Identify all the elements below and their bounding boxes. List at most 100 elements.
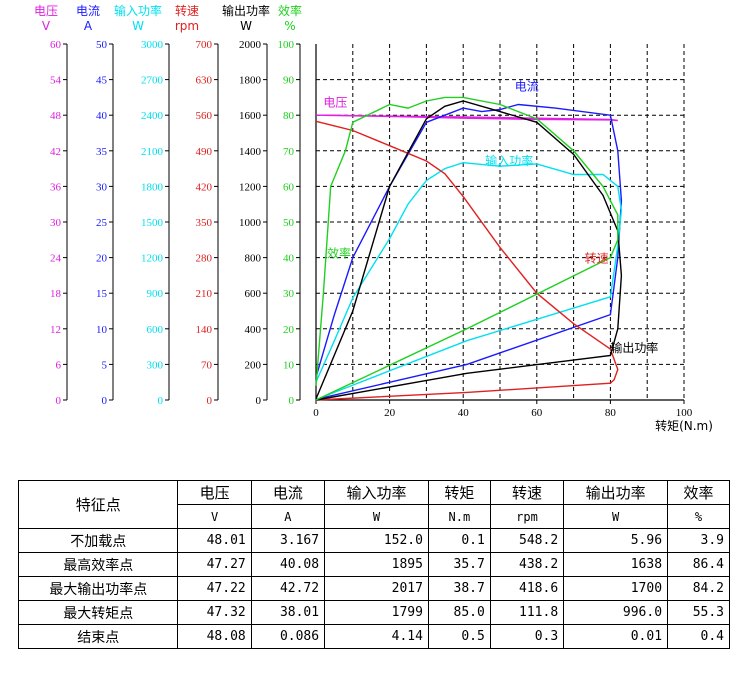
y-tick-label: 40 (283, 253, 295, 265)
y-tick-label: 18 (50, 288, 62, 300)
y-tick-label: 800 (245, 253, 262, 265)
series-line-1 (315, 103, 623, 400)
y-axis-name: 输入功率 (114, 3, 162, 18)
y-tick-label: 2700 (141, 75, 164, 87)
y-tick-label: 1200 (239, 181, 262, 193)
header-torque: 转矩 (427, 480, 491, 505)
y-tick-label: 900 (147, 288, 164, 300)
y-tick-label: 30 (283, 288, 295, 300)
header-output-power: 输出功率 (563, 480, 669, 505)
table-cell: 548.2 (489, 528, 565, 553)
table-cell: 1799 (324, 600, 429, 625)
y-tick-label: 490 (196, 146, 213, 158)
unit-speed: rpm (489, 504, 565, 529)
table-row: 最高效率点 47.27 40.08 1895 35.7 438.2 1638 8… (17, 552, 730, 577)
y-tick-label: 12 (50, 324, 61, 336)
y-tick-label: 20 (283, 324, 295, 336)
y-tick-label: 20 (96, 253, 108, 265)
motor-performance-chart: 0 20 40 60 80 100转矩(N.m)06121824303642485460电… (34, 3, 713, 433)
table-header-row: 特征点 电压 电流 输入功率 转矩 转速 输出功率 效率 (17, 480, 730, 529)
y-tick-label: 50 (283, 217, 295, 229)
y-tick-label: 90 (283, 75, 295, 87)
y-tick-label: 350 (196, 217, 213, 229)
y-axis-0: 0 6 12 18 24 30 36 42 48 54 60 电压V (34, 4, 68, 407)
x-tick-label: 80 (605, 407, 617, 419)
y-tick-label: 50 (96, 39, 108, 51)
table-row: 结束点 48.08 0.086 4.14 0.5 0.3 0.01 0.4 (17, 624, 730, 649)
table-cell: 996.0 (563, 600, 669, 625)
y-tick-label: 10 (96, 324, 108, 336)
y-axis-unit: A (84, 19, 93, 33)
table-row: 最大转矩点 47.32 38.01 1799 85.0 111.8 996.0 … (17, 600, 730, 625)
y-tick-label: 1500 (141, 217, 164, 229)
y-tick-label: 5 (102, 359, 108, 371)
table-cell: 48.01 (177, 528, 252, 553)
y-tick-label: 35 (96, 146, 108, 158)
y-tick-label: 560 (196, 110, 213, 122)
y-tick-label: 1000 (239, 217, 262, 229)
y-tick-label: 400 (245, 324, 262, 336)
curve-label: 输入功率 (485, 153, 533, 168)
y-tick-label: 30 (96, 181, 108, 193)
y-axis-1: 0 5 10 15 20 25 30 35 40 45 50 电流A (76, 4, 114, 407)
series-line-3 (315, 120, 619, 401)
curve-label: 效率 (327, 246, 351, 261)
table-cell: 38.7 (427, 576, 491, 601)
table-cell: 4.14 (324, 624, 429, 649)
y-axis-name: 输出功率 (222, 3, 270, 18)
table-cell: 0.5 (427, 624, 491, 649)
y-tick-label: 3000 (141, 39, 164, 51)
header-current: 电流 (250, 480, 326, 505)
x-tick-label: 0 (313, 407, 319, 419)
table-row: 最大输出功率点 47.22 42.72 2017 38.7 418.6 1700… (17, 576, 730, 601)
y-tick-label: 54 (50, 75, 62, 87)
y-tick-label: 15 (96, 288, 108, 300)
unit-voltage: V (177, 504, 252, 529)
header-efficiency: 效率 (667, 480, 730, 505)
y-tick-label: 1200 (141, 253, 164, 265)
characteristic-points-table-wrap: 特征点 电压 电流 输入功率 转矩 转速 输出功率 效率 V A W N.m r… (17, 480, 730, 649)
y-tick-label: 300 (147, 359, 164, 371)
y-tick-label: 200 (245, 359, 262, 371)
table-cell: 0.1 (427, 528, 491, 553)
table-cell: 48.08 (177, 624, 252, 649)
table-cell: 0.086 (250, 624, 326, 649)
y-tick-label: 1800 (141, 181, 164, 193)
table-cell: 2017 (324, 576, 429, 601)
table-cell: 42.72 (250, 576, 326, 601)
y-axis-name: 电压 (34, 4, 58, 18)
y-axis-name: 效率 (278, 3, 302, 18)
table-cell: 438.2 (489, 552, 565, 577)
y-axis-name: 转速 (175, 3, 199, 18)
curve-label: 输出功率 (610, 340, 658, 355)
table-cell: 0.4 (667, 624, 730, 649)
table-cell: 5.96 (563, 528, 669, 553)
y-tick-label: 600 (245, 288, 262, 300)
y-tick-label: 24 (50, 253, 62, 265)
table-cell: 35.7 (427, 552, 491, 577)
x-tick-label: 100 (676, 407, 693, 419)
row-label: 最大转矩点 (17, 600, 179, 625)
series-line-0 (315, 114, 618, 122)
row-label: 不加载点 (17, 528, 179, 553)
y-axis-unit: rpm (175, 19, 199, 33)
row-label: 最高效率点 (17, 552, 179, 577)
y-tick-label: 0 (256, 395, 262, 407)
y-tick-label: 60 (283, 181, 295, 193)
unit-output-power: W (563, 504, 669, 529)
table-cell: 3.9 (667, 528, 730, 553)
y-tick-label: 2400 (141, 110, 164, 122)
table-cell: 86.4 (667, 552, 730, 577)
unit-efficiency: % (667, 504, 730, 529)
y-tick-label: 1400 (239, 146, 262, 158)
y-axis-unit: % (284, 19, 295, 33)
y-tick-label: 48 (50, 110, 62, 122)
y-tick-label: 36 (50, 181, 62, 193)
header-speed: 转速 (489, 480, 565, 505)
row-label: 结束点 (17, 624, 179, 649)
y-tick-label: 100 (278, 39, 295, 51)
table-cell: 40.08 (250, 552, 326, 577)
y-axis-unit: V (42, 19, 51, 33)
unit-current: A (250, 504, 326, 529)
y-tick-label: 30 (50, 217, 62, 229)
